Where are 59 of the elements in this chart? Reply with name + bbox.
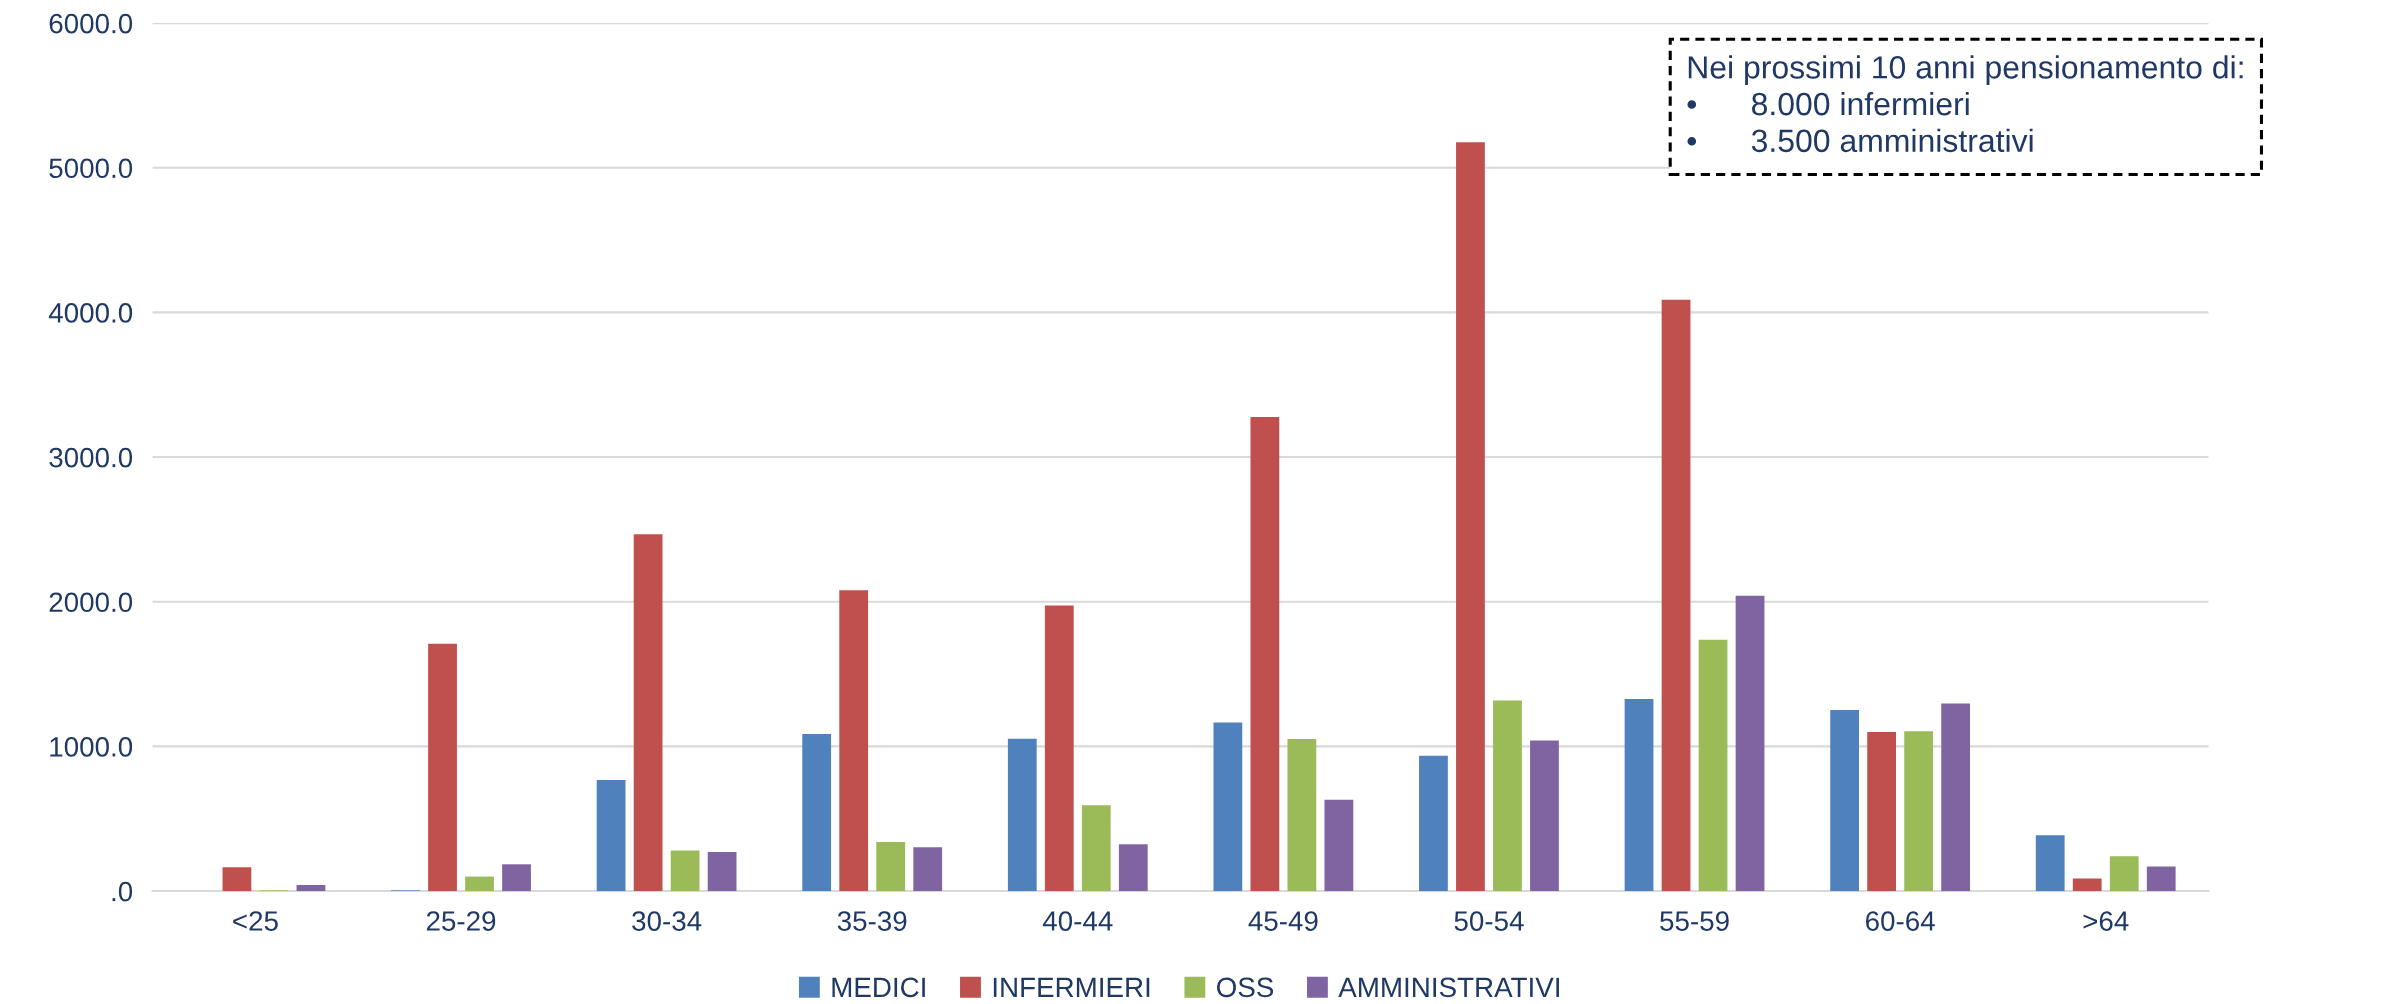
bar <box>913 847 943 892</box>
bar <box>1698 639 1728 892</box>
x-tick-label: <25 <box>233 911 278 931</box>
x-tick-label: 40-44 <box>1042 911 1113 931</box>
x-tick-label: >64 <box>2083 911 2129 931</box>
x-tick-label: 35-39 <box>837 911 907 931</box>
bar <box>2072 878 2102 892</box>
bar <box>707 851 737 892</box>
bar <box>1830 709 1860 892</box>
bar <box>802 734 832 892</box>
bar <box>1007 738 1037 892</box>
bar <box>428 643 457 892</box>
bar <box>1456 142 1485 892</box>
bar <box>1941 703 1971 892</box>
x-tick-label: 25-29 <box>426 911 496 931</box>
bar <box>222 867 252 892</box>
y-tick-label: 4000.0 <box>48 303 133 323</box>
bar <box>1324 799 1354 892</box>
bar <box>296 884 326 892</box>
y-tick-label: 1000.0 <box>50 737 133 757</box>
bar <box>1419 755 1448 892</box>
bar <box>2146 866 2176 892</box>
y-tick-label: 3000.0 <box>49 447 133 468</box>
bar <box>502 864 531 892</box>
x-tick-label: 45-49 <box>1248 911 1318 931</box>
y-tick-label: 6000.0 <box>49 13 133 34</box>
bar <box>633 534 663 892</box>
bar <box>1530 740 1559 892</box>
bar <box>1044 605 1074 892</box>
bar <box>1213 722 1243 892</box>
bar <box>1493 700 1522 892</box>
bar <box>876 842 906 892</box>
bar <box>1118 844 1148 892</box>
bar <box>1250 417 1280 892</box>
bar <box>1661 299 1691 892</box>
legend-label: AMMINISTRATIVI <box>1338 977 1559 998</box>
y-tick-label: .0 <box>112 881 133 902</box>
bar <box>1735 595 1765 892</box>
legend-label: INFERMIERI <box>993 977 1150 997</box>
bar <box>1624 698 1654 892</box>
bar <box>839 590 869 892</box>
bar <box>1867 731 1897 892</box>
x-tick-label: 50-54 <box>1454 911 1524 931</box>
bar <box>670 850 700 892</box>
annotation: Nei prossimi 10 anni pensionamento di: • 8.000 infermieri • 3.500 amministrativi <box>1687 55 2243 153</box>
x-tick-label: 55-59 <box>1660 911 1729 931</box>
bar <box>1081 805 1111 892</box>
legend-label: OSS <box>1217 977 1274 998</box>
x-tick-label: 60-64 <box>1866 911 1935 931</box>
bar <box>465 876 494 892</box>
y-tick-label: 2000.0 <box>49 592 133 613</box>
bar <box>1287 739 1317 892</box>
legend-label: MEDICI <box>832 977 925 998</box>
bar <box>2035 835 2065 892</box>
x-tick-label: 30-34 <box>632 911 702 931</box>
bar <box>596 780 626 892</box>
bar <box>1904 731 1934 892</box>
bar <box>2109 856 2139 892</box>
y-tick-label: 5000.0 <box>49 158 133 179</box>
